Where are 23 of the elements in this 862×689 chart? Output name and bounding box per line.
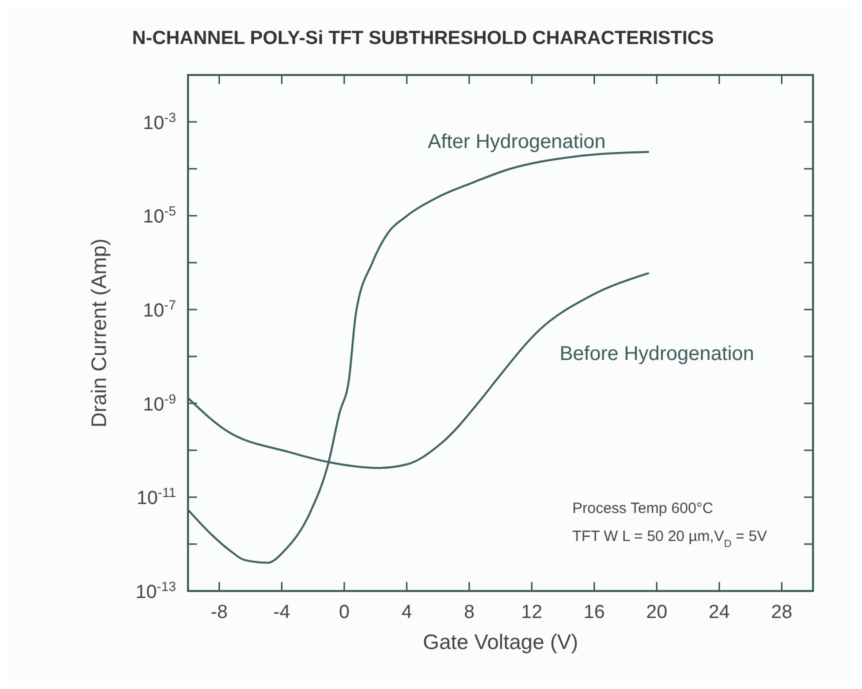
y-tick-label: 10$^{-13}$: [136, 578, 176, 603]
y-tick-label: 10$^{-5}$: [143, 203, 176, 228]
y-tick-label: 10$^{-9}$: [143, 390, 176, 416]
x-tick-label: 0: [338, 602, 350, 623]
y-tick-label: 10$^{-11}$: [136, 484, 176, 510]
annotation: TFT W L = 50 20 µm,V$_{D}$ = 5V: [572, 528, 768, 550]
x-tick-label: 20: [646, 602, 668, 623]
annotation: Process Temp 600°C: [572, 500, 714, 518]
y-tick-label: 10$^{-7}$: [143, 297, 176, 322]
y-tick-label: 10$^{-3}$: [143, 109, 176, 134]
x-tick-label: 28: [771, 602, 792, 623]
x-tick-label: 12: [521, 602, 542, 623]
chart-title: N-CHANNEL POLY-Si TFT SUBTHRESHOLD CHARACTERISTICS: [132, 28, 714, 49]
x-tick-label: -8: [210, 602, 228, 623]
series-label: Before Hydrogenation: [560, 342, 754, 365]
x-tick-label: -4: [273, 602, 291, 623]
y-axis-title: Drain Current (Amp): [88, 238, 111, 428]
x-tick-label: 8: [464, 602, 475, 623]
x-tick-label: 16: [584, 602, 605, 623]
series-label: After Hydrogenation: [428, 130, 606, 153]
x-tick-label: 24: [708, 602, 730, 623]
x-tick-label: 4: [401, 602, 412, 623]
x-axis-title: Gate Voltage (V): [422, 631, 578, 654]
